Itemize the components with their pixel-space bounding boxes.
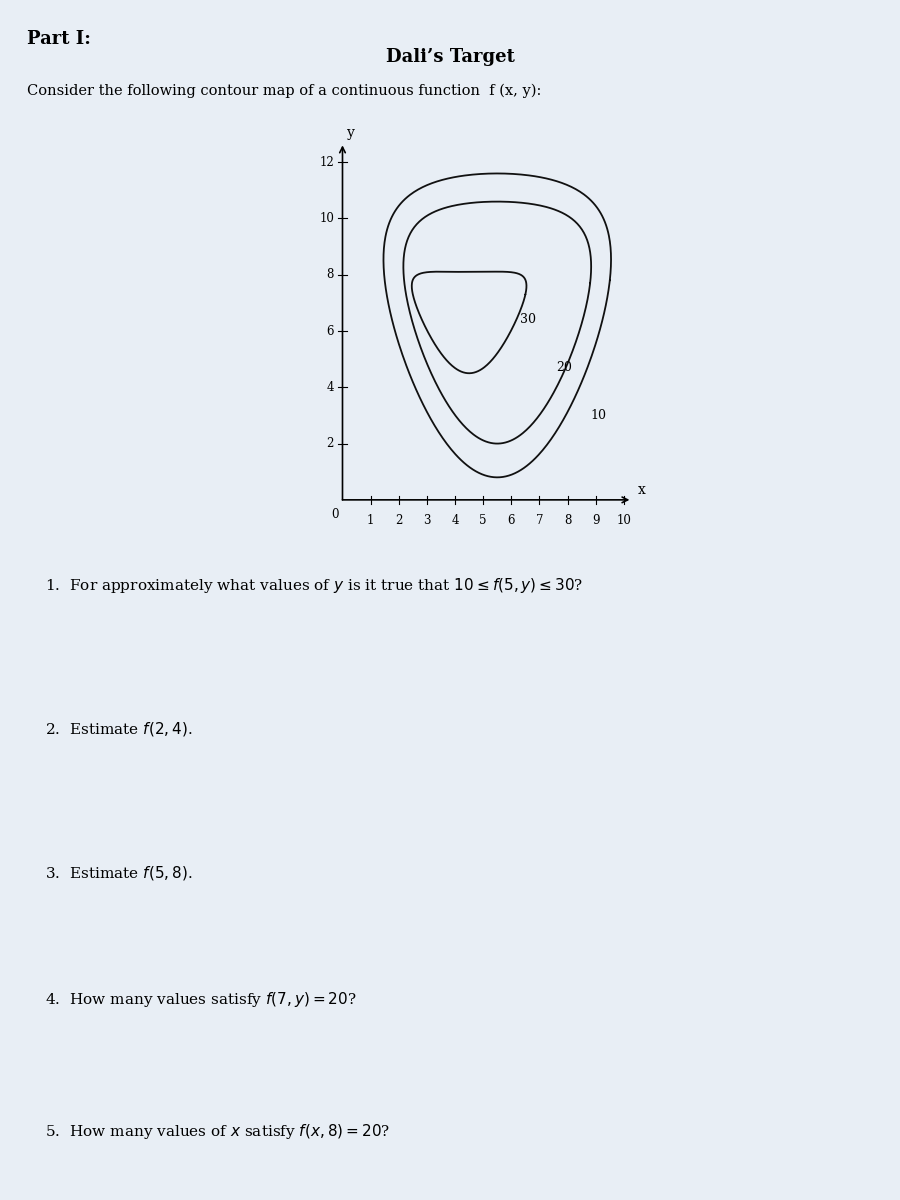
Text: 30: 30 <box>520 313 536 326</box>
Text: 5.  How many values of $x$ satisfy $f(x, 8) = 20$?: 5. How many values of $x$ satisfy $f(x, … <box>45 1122 391 1141</box>
Text: 10: 10 <box>616 514 631 527</box>
Text: 10: 10 <box>320 212 334 224</box>
Text: 1.  For approximately what values of $y$ is it true that $10 \leq f(5, y) \leq 3: 1. For approximately what values of $y$ … <box>45 576 583 595</box>
Text: 8: 8 <box>564 514 572 527</box>
Text: 2.  Estimate $f(2, 4)$.: 2. Estimate $f(2, 4)$. <box>45 720 193 738</box>
Text: 3.  Estimate $f(5, 8)$.: 3. Estimate $f(5, 8)$. <box>45 864 193 882</box>
Text: y: y <box>346 126 355 139</box>
Text: x: x <box>638 484 646 497</box>
Text: 9: 9 <box>592 514 599 527</box>
Text: 1: 1 <box>367 514 374 527</box>
Text: 8: 8 <box>327 269 334 281</box>
Text: 2: 2 <box>395 514 402 527</box>
Text: Part I:: Part I: <box>27 30 91 48</box>
Text: 6: 6 <box>508 514 515 527</box>
Text: 4: 4 <box>451 514 459 527</box>
Text: 12: 12 <box>320 156 334 169</box>
Text: 2: 2 <box>327 437 334 450</box>
Text: 5: 5 <box>480 514 487 527</box>
Text: 10: 10 <box>590 409 606 422</box>
Text: Dali’s Target: Dali’s Target <box>385 48 515 66</box>
Text: 6: 6 <box>327 324 334 337</box>
Text: Consider the following contour map of a continuous function  f (x, y):: Consider the following contour map of a … <box>27 84 542 98</box>
Text: 4.  How many values satisfy $f(7, y) = 20$?: 4. How many values satisfy $f(7, y) = 20… <box>45 990 356 1009</box>
Text: 7: 7 <box>536 514 544 527</box>
Text: 0: 0 <box>332 509 339 521</box>
Text: 4: 4 <box>327 380 334 394</box>
Text: 20: 20 <box>556 361 572 374</box>
Text: 3: 3 <box>423 514 431 527</box>
